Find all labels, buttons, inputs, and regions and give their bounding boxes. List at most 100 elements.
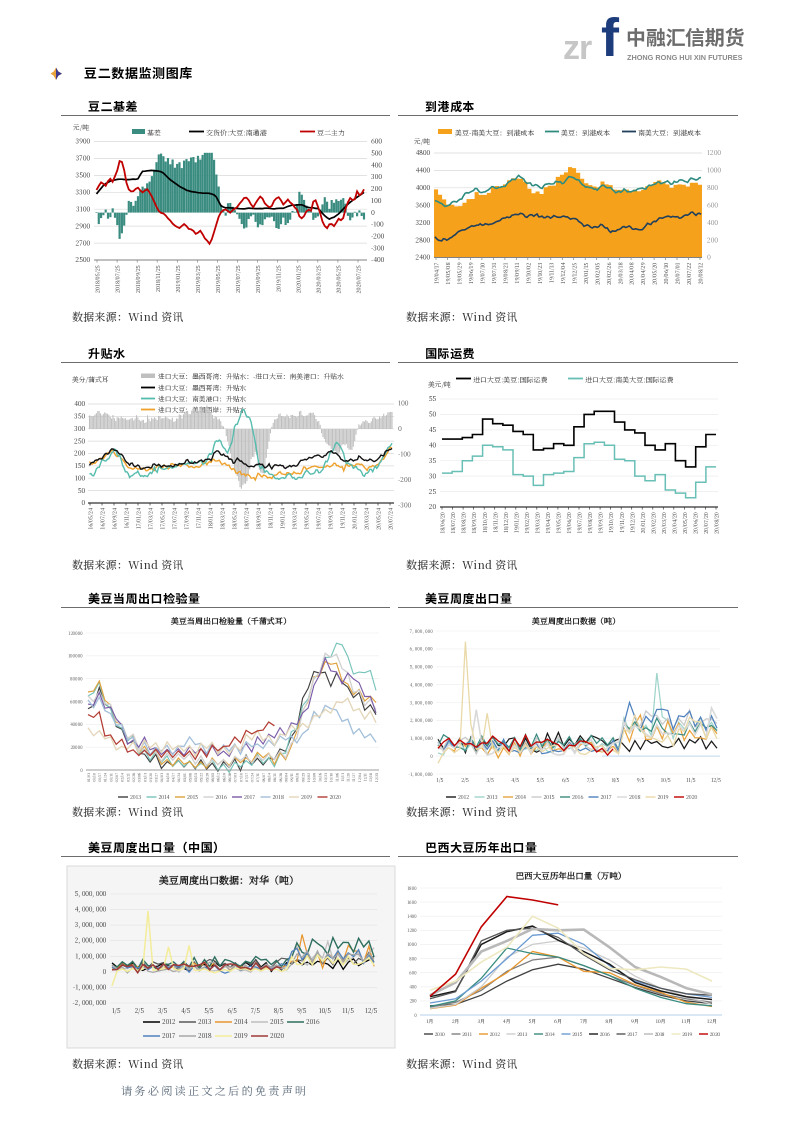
svg-text:2017: 2017	[627, 1031, 637, 1038]
svg-text:2020/03/25: 2020/03/25	[314, 265, 322, 293]
svg-text:豆二主力: 豆二主力	[317, 129, 345, 139]
svg-text:2900: 2900	[75, 221, 90, 230]
svg-text:18/01/24: 18/01/24	[207, 507, 215, 529]
svg-text:2018: 2018	[655, 1031, 666, 1038]
svg-text:11/06: 11/06	[335, 773, 340, 783]
svg-text:20/01/20: 20/01/20	[639, 512, 647, 533]
svg-text:2016: 2016	[216, 794, 227, 801]
svg-text:1400: 1400	[407, 913, 417, 920]
svg-text:美分/蒲式耳: 美分/蒲式耳	[72, 374, 109, 384]
svg-text:20: 20	[429, 502, 436, 511]
svg-text:08/28: 08/28	[279, 773, 284, 782]
svg-text:600: 600	[371, 137, 382, 146]
svg-text:20/03/24: 20/03/24	[363, 507, 371, 530]
svg-text:19/06/20: 19/06/20	[565, 512, 573, 533]
svg-text:20/01/15: 20/01/15	[582, 263, 590, 284]
svg-text:120000: 120000	[68, 630, 83, 637]
svg-text:05/29: 05/29	[205, 773, 210, 782]
svg-text:12/5: 12/5	[365, 1006, 377, 1015]
svg-text:04/24: 04/24	[177, 772, 182, 782]
svg-text:2020/05/25: 2020/05/25	[335, 265, 343, 293]
svg-text:20000: 20000	[69, 745, 83, 751]
svg-text:4000: 4000	[416, 183, 430, 192]
svg-text:2018/09/25: 2018/09/25	[134, 265, 142, 293]
svg-text:5/5: 5/5	[203, 1006, 213, 1015]
svg-text:2018: 2018	[273, 794, 284, 801]
svg-text:5, 000, 000: 5, 000, 000	[410, 665, 434, 671]
svg-text:2019/03/25: 2019/03/25	[194, 265, 202, 293]
svg-text:17/03/24: 17/03/24	[147, 507, 155, 529]
svg-text:19/01/20: 19/01/20	[512, 512, 520, 533]
svg-text:800: 800	[707, 183, 718, 192]
svg-text:3200: 3200	[416, 218, 431, 227]
svg-text:12/04: 12/04	[358, 772, 363, 783]
svg-text:10/16: 10/16	[318, 773, 323, 783]
svg-text:2019: 2019	[658, 794, 669, 801]
svg-text:400: 400	[74, 399, 85, 408]
svg-text:250: 250	[74, 436, 85, 445]
svg-text:19/10/23: 19/10/23	[536, 263, 544, 284]
svg-text:10/5: 10/5	[661, 777, 671, 784]
svg-text:2020: 2020	[686, 794, 698, 801]
svg-text:25: 25	[429, 487, 436, 496]
svg-text:07/17: 07/17	[245, 773, 250, 782]
svg-text:2015: 2015	[270, 1017, 283, 1026]
svg-text:600: 600	[409, 970, 417, 977]
svg-text:19/09/11: 19/09/11	[513, 262, 521, 283]
svg-text:4月: 4月	[503, 1018, 511, 1025]
svg-text:2013: 2013	[198, 1017, 211, 1026]
svg-text:40000: 40000	[70, 722, 83, 728]
svg-text:-200: -200	[371, 232, 384, 241]
svg-text:10/5: 10/5	[319, 1006, 331, 1015]
svg-text:0: 0	[707, 253, 711, 262]
svg-text:-100: -100	[371, 220, 384, 229]
svg-text:4, 000, 000: 4, 000, 000	[75, 905, 106, 914]
svg-text:2400: 2400	[416, 253, 430, 262]
svg-text:2/5: 2/5	[461, 777, 469, 784]
svg-text:19/04/20: 19/04/20	[544, 512, 552, 533]
svg-text:10/23: 10/23	[324, 773, 329, 783]
svg-text:20/06/10: 20/06/10	[662, 263, 670, 285]
svg-text:2017: 2017	[601, 794, 612, 801]
svg-text:19/05/24: 19/05/24	[303, 507, 311, 529]
svg-text:3900: 3900	[75, 137, 90, 146]
svg-text:05/01: 05/01	[183, 773, 188, 782]
svg-text:3/5: 3/5	[158, 1006, 167, 1015]
svg-text:2019: 2019	[234, 1031, 247, 1040]
svg-text:350: 350	[74, 412, 85, 421]
svg-text:19/08/21: 19/08/21	[502, 262, 510, 284]
svg-text:2012: 2012	[490, 1031, 501, 1038]
svg-text:交货价:大豆:南通港: 交货价:大豆:南通港	[206, 129, 268, 139]
svg-text:20/07/22: 20/07/22	[685, 263, 693, 285]
svg-text:4, 000, 000: 4, 000, 000	[410, 682, 434, 688]
svg-text:7/5: 7/5	[251, 1006, 260, 1015]
svg-text:1/5: 1/5	[112, 1006, 121, 1015]
svg-text:3700: 3700	[76, 154, 90, 163]
svg-text:19/12/04: 19/12/04	[559, 262, 567, 284]
svg-text:12/5: 12/5	[711, 777, 721, 784]
svg-text:2019/07/25: 2019/07/25	[234, 265, 242, 293]
svg-text:09/11: 09/11	[290, 773, 295, 782]
svg-text:2012: 2012	[458, 794, 469, 801]
svg-text:19/11/20: 19/11/20	[618, 512, 626, 532]
svg-text:4/5: 4/5	[511, 777, 519, 784]
svg-text:10/09: 10/09	[313, 773, 318, 783]
svg-text:2, 000, 000: 2, 000, 000	[75, 936, 106, 945]
svg-text:12/25: 12/25	[375, 773, 380, 783]
svg-text:07/24: 07/24	[251, 772, 256, 782]
svg-text:2018: 2018	[629, 794, 640, 801]
svg-text:18/11/24: 18/11/24	[267, 507, 275, 528]
svg-text:基差: 基差	[147, 129, 161, 139]
svg-text:08/14: 08/14	[268, 772, 273, 782]
svg-text:7/5: 7/5	[587, 777, 595, 784]
svg-text:11/20: 11/20	[347, 773, 352, 783]
svg-text:07/10: 07/10	[239, 773, 244, 782]
svg-text:200: 200	[371, 184, 382, 193]
svg-text:02/21: 02/21	[126, 773, 131, 782]
svg-text:500: 500	[370, 149, 382, 158]
svg-text:04/10: 04/10	[166, 773, 171, 782]
svg-text:-1, 000, 000: -1, 000, 000	[73, 982, 106, 991]
svg-text:9/5: 9/5	[637, 777, 645, 784]
svg-text:1600: 1600	[407, 899, 417, 906]
svg-text:8月: 8月	[606, 1018, 614, 1025]
